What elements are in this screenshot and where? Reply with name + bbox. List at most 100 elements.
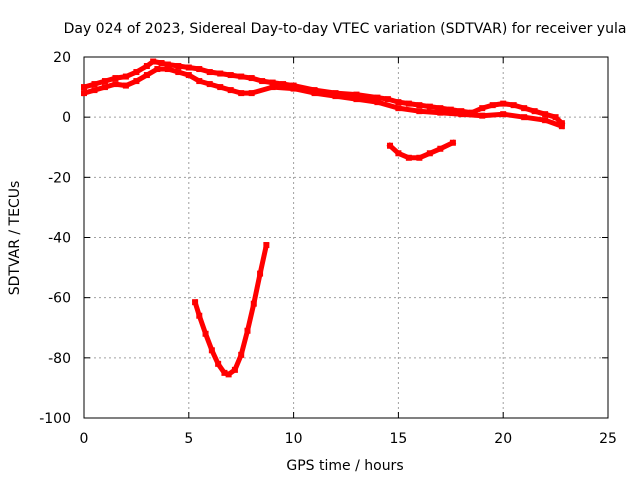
data-point	[143, 72, 150, 79]
data-point	[91, 87, 98, 94]
data-point	[250, 300, 257, 307]
data-point	[206, 81, 213, 88]
y-axis-label: SDTVAR / TECUs	[7, 181, 23, 296]
axis-ticks: 0 5 10 15 20 25 -100 -80 -60 -40 -20 0 20	[39, 50, 617, 447]
data-point	[263, 242, 270, 249]
data-point	[225, 371, 232, 378]
data-point	[192, 299, 199, 306]
y-tick-label: -80	[48, 351, 71, 367]
data-point	[542, 111, 549, 118]
data-point	[479, 112, 486, 119]
data-point	[112, 75, 119, 82]
data-point	[280, 81, 287, 88]
data-point	[447, 106, 454, 113]
data-point	[416, 154, 423, 161]
data-point	[558, 123, 565, 130]
data-point	[290, 85, 297, 92]
data-point	[248, 75, 255, 82]
data-point	[196, 78, 203, 85]
data-point	[500, 111, 507, 118]
data-point	[449, 139, 456, 146]
data-point	[259, 78, 266, 85]
data-point	[217, 84, 224, 91]
data-point	[437, 109, 444, 116]
data-point	[332, 93, 339, 100]
y-tick-label: -20	[48, 170, 71, 186]
data-point	[244, 327, 251, 334]
data-series	[80, 58, 566, 378]
data-point	[479, 105, 486, 112]
data-point	[552, 114, 559, 121]
data-point	[206, 69, 213, 76]
data-point	[185, 72, 192, 79]
data-point	[426, 150, 433, 157]
data-point	[374, 94, 381, 101]
data-point	[81, 90, 87, 97]
data-point	[374, 99, 381, 106]
data-point	[91, 81, 98, 88]
data-point	[101, 78, 108, 85]
data-point	[185, 64, 192, 71]
x-tick-label: 10	[285, 431, 303, 447]
data-point	[489, 102, 496, 109]
data-point	[416, 102, 423, 109]
data-point	[437, 105, 444, 112]
data-point	[290, 82, 297, 89]
data-point	[395, 150, 402, 157]
data-point	[458, 111, 465, 118]
data-point	[510, 102, 517, 109]
grid-lines	[84, 57, 608, 418]
data-point	[196, 66, 203, 73]
data-point	[238, 90, 245, 97]
data-point	[202, 330, 209, 337]
data-point	[133, 78, 140, 85]
x-axis-label: GPS time / hours	[286, 458, 403, 474]
data-point	[215, 360, 222, 367]
data-point	[458, 108, 465, 115]
data-point	[196, 312, 203, 319]
data-point	[426, 103, 433, 110]
y-tick-label: 0	[62, 110, 71, 126]
data-point	[238, 351, 245, 358]
data-point	[133, 69, 140, 76]
data-point	[387, 142, 394, 149]
x-tick-label: 0	[80, 431, 89, 447]
x-tick-label: 25	[599, 431, 617, 447]
y-tick-label: -100	[39, 411, 71, 427]
data-point	[257, 270, 264, 277]
data-point	[221, 369, 228, 376]
data-point	[500, 100, 507, 107]
data-point	[112, 81, 119, 88]
data-point	[208, 347, 215, 354]
data-point	[231, 366, 238, 373]
data-point	[395, 105, 402, 112]
data-point	[150, 58, 157, 65]
data-point	[227, 87, 234, 94]
data-point	[122, 82, 129, 89]
data-point	[405, 154, 412, 161]
data-point	[437, 145, 444, 152]
data-point	[175, 69, 182, 76]
data-point	[416, 108, 423, 115]
data-point	[101, 84, 108, 91]
data-point	[353, 91, 360, 98]
data-point	[154, 66, 161, 73]
data-point	[521, 114, 528, 121]
data-point	[81, 84, 87, 91]
data-point	[269, 84, 276, 91]
data-point	[238, 73, 245, 80]
y-tick-label: -40	[48, 231, 71, 247]
chart-title: Day 024 of 2023, Sidereal Day-to-day VTE…	[64, 21, 627, 37]
data-point	[164, 66, 171, 73]
data-point	[227, 72, 234, 79]
series-line-deep-dip	[191, 242, 270, 377]
data-point	[405, 100, 412, 107]
data-point	[175, 63, 182, 70]
data-point	[353, 96, 360, 103]
data-point	[542, 117, 549, 124]
data-point	[164, 61, 171, 68]
data-point	[248, 90, 255, 97]
data-point	[558, 120, 565, 127]
data-point	[521, 105, 528, 112]
